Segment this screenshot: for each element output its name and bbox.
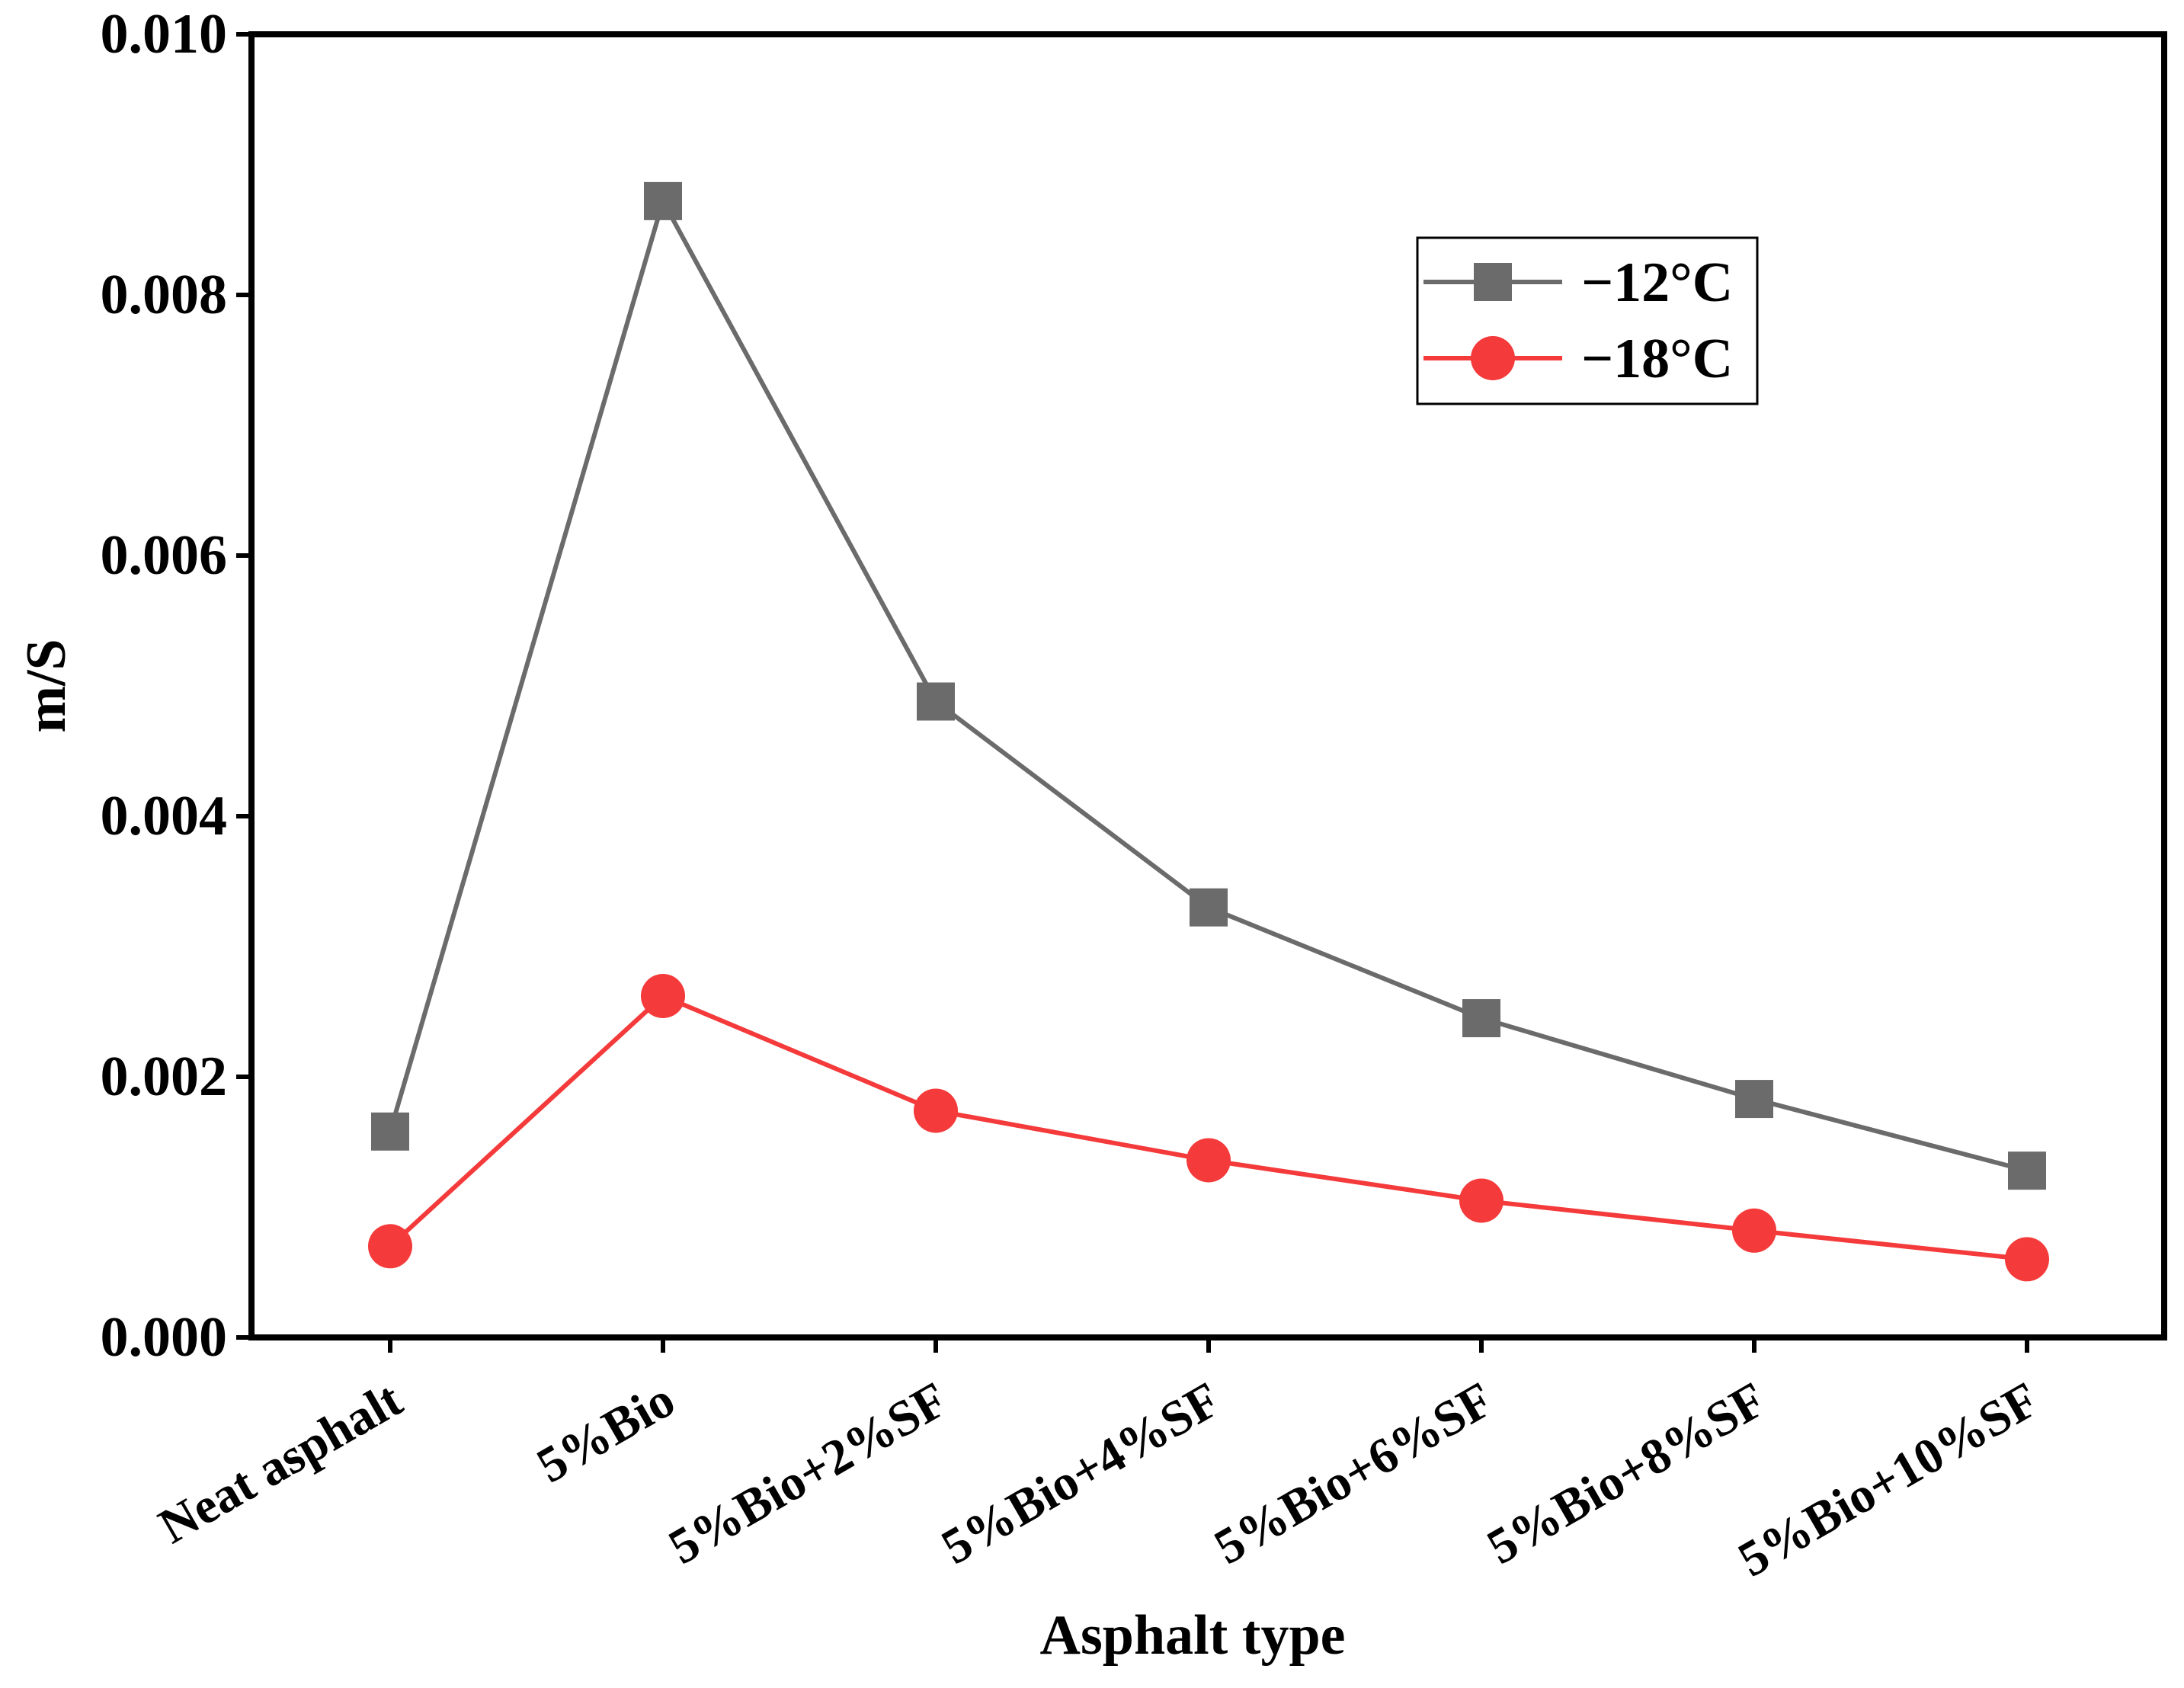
data-point xyxy=(1732,1208,1776,1253)
x-tick-label: 5%Bio+8%SF xyxy=(1478,1372,1776,1575)
data-point xyxy=(2005,1237,2049,1282)
x-tick-label: 5%Bio+2%SF xyxy=(660,1372,957,1575)
y-axis-title: m/S xyxy=(15,639,78,732)
legend-marker-series-2 xyxy=(1471,336,1515,380)
x-tick-label: 5%Bio+6%SF xyxy=(1206,1372,1503,1575)
data-point xyxy=(368,1224,412,1269)
data-point xyxy=(1459,1178,1504,1223)
series-1 xyxy=(371,181,2046,1190)
y-tick-label: 0.008 xyxy=(101,264,228,326)
series-line xyxy=(388,993,2028,1262)
legend-label-series-1: −12°C xyxy=(1581,251,1733,314)
data-point xyxy=(1186,1138,1231,1183)
data-point xyxy=(1735,1080,1773,1119)
data-point xyxy=(1190,888,1228,927)
data-point xyxy=(2008,1151,2046,1190)
x-tick-label: 5%Bio+10%SF xyxy=(1729,1372,2048,1588)
series-2 xyxy=(368,973,2049,1282)
data-point xyxy=(917,682,955,721)
y-tick-label: 0.006 xyxy=(101,524,228,587)
legend: −12°C −18°C xyxy=(1416,236,1759,405)
data-point xyxy=(371,1112,409,1151)
y-tick-label: 0.004 xyxy=(101,785,228,847)
legend-label-series-2: −18°C xyxy=(1581,328,1733,390)
data-point xyxy=(1462,999,1500,1038)
data-point xyxy=(914,1088,958,1133)
x-tick-label: Neat asphalt xyxy=(150,1372,412,1555)
data-point xyxy=(641,973,685,1018)
series-layer xyxy=(368,181,2049,1282)
x-tick-label: 5%Bio xyxy=(528,1372,684,1494)
data-point xyxy=(644,181,682,220)
x-axis-title: Asphalt type xyxy=(1040,1604,1346,1667)
x-axis: Neat asphalt 5%Bio5%Bio+2%SF5%Bio+4%SF5%B… xyxy=(150,1337,2048,1587)
y-axis: 0.000 0.002 0.004 0.006 0.008 0.010 xyxy=(101,3,251,1369)
y-tick-label: 0.010 xyxy=(101,3,228,66)
series-line xyxy=(388,198,2028,1174)
legend-marker-series-1 xyxy=(1474,263,1512,301)
y-tick-label: 0.000 xyxy=(101,1306,228,1369)
y-tick-label: 0.002 xyxy=(101,1046,228,1108)
x-tick-label: 5%Bio+4%SF xyxy=(933,1372,1230,1575)
